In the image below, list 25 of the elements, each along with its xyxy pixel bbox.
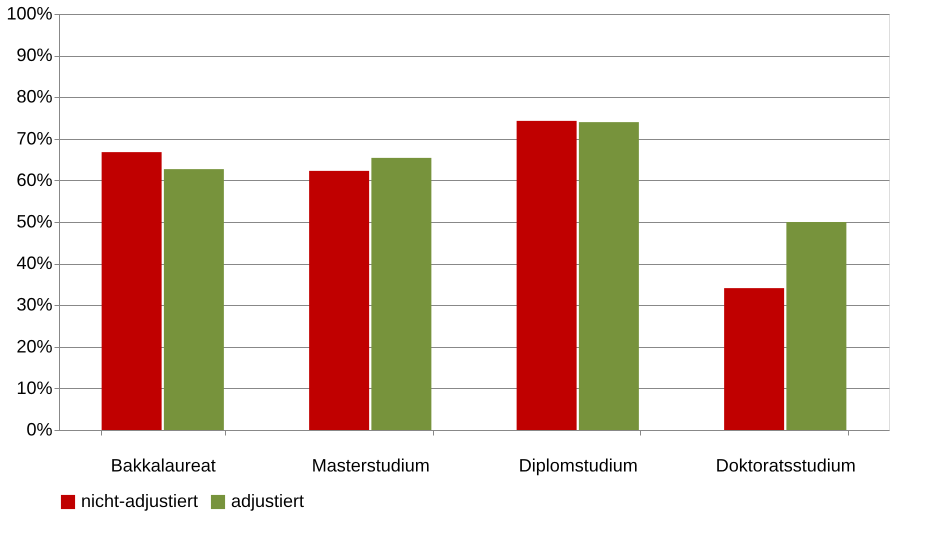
legend-label: adjustiert [231, 491, 304, 511]
legend-label: nicht-adjustiert [81, 491, 198, 511]
y-tick-label: 70% [16, 128, 52, 148]
y-tick-label: 40% [16, 253, 52, 274]
x-tick-label: Diplomstudium [518, 456, 638, 476]
y-tick-label: 100% [6, 4, 52, 24]
bar [102, 152, 162, 430]
y-tick-label: 30% [16, 294, 52, 315]
y-tick-label: 20% [16, 336, 52, 356]
y-tick-label: 10% [16, 378, 52, 398]
y-tick-label: 0% [26, 420, 52, 440]
bar [371, 158, 432, 430]
x-tick-label: Bakkalaureat [110, 456, 216, 476]
y-tick-label: 80% [16, 86, 52, 107]
bar [724, 288, 784, 430]
x-tick-label: Masterstudium [312, 456, 430, 476]
bar [309, 170, 370, 430]
bar [578, 122, 639, 430]
bar [164, 169, 224, 430]
bar [786, 222, 846, 430]
y-tick-label: 90% [16, 45, 52, 66]
y-tick-label: 50% [16, 212, 52, 232]
bar [516, 120, 577, 430]
x-tick-label: Doktoratsstudium [716, 456, 856, 476]
y-tick-label: 60% [16, 170, 52, 190]
